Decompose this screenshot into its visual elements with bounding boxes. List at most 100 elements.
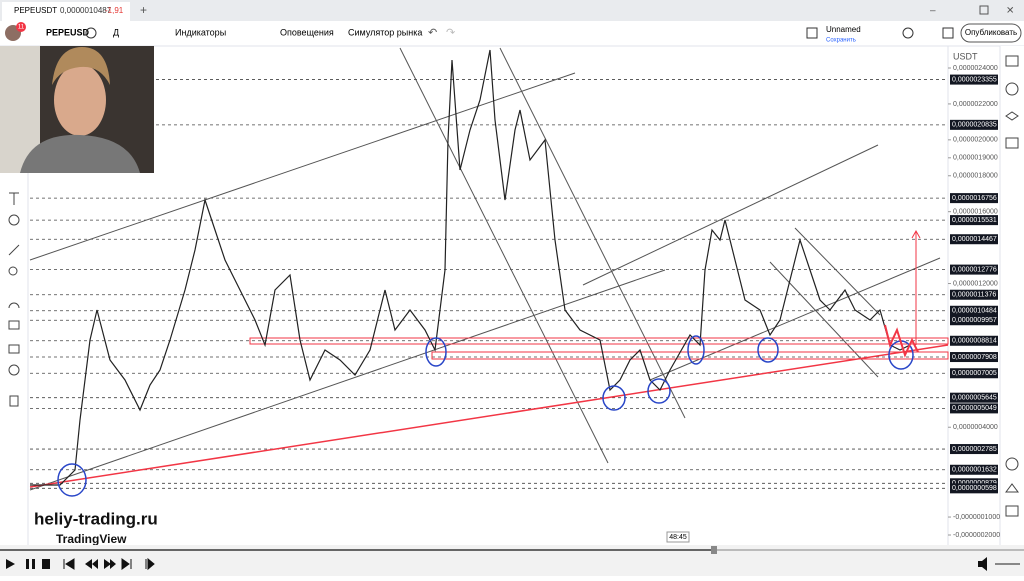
chart-area: USDT 0,0000024000 0,0000023355 0,000002200… <box>30 46 1000 545</box>
window-min[interactable]: – <box>930 6 936 17</box>
stop-button[interactable] <box>42 559 50 569</box>
layout-name[interactable]: Unnamed <box>826 25 861 34</box>
player-controls <box>6 557 1020 571</box>
price-label: 0,0000024000 <box>953 65 998 72</box>
price-label: 0,0000012776 <box>952 266 997 273</box>
level-box <box>950 234 998 245</box>
time-label-box <box>666 531 690 543</box>
price-label: 0,0000012000 <box>953 280 998 287</box>
price-label: 0,0000016000 <box>953 209 998 216</box>
indicators[interactable]: Индикаторы <box>175 27 226 37</box>
visibility-tool[interactable] <box>8 364 20 376</box>
save[interactable]: Сохранить <box>826 38 856 44</box>
camera[interactable] <box>942 27 954 39</box>
zone <box>249 337 949 345</box>
crosshair-time: 48:45 <box>669 534 687 541</box>
trend-line <box>499 47 686 419</box>
level-box <box>950 315 998 326</box>
price-label: 0,0000001632 <box>952 467 997 474</box>
level-box <box>950 119 998 130</box>
level-box <box>950 264 998 275</box>
ideas[interactable] <box>1005 483 1019 493</box>
text-tool[interactable] <box>9 192 19 205</box>
chat[interactable] <box>1005 137 1019 149</box>
badge-count: 11 <box>18 25 25 31</box>
delete-tool[interactable] <box>9 395 19 407</box>
tab-title: PEPEUSDT <box>14 6 57 15</box>
level-box <box>950 478 998 489</box>
level-box <box>950 305 998 316</box>
volume-button[interactable] <box>978 557 987 571</box>
watermark-site: heliy-trading.ru <box>34 509 158 528</box>
level-box <box>950 352 998 363</box>
layers[interactable] <box>1005 111 1019 121</box>
price-label: 0,0000011376 <box>952 292 996 299</box>
support-line <box>29 344 949 488</box>
level-box <box>950 74 998 85</box>
compare[interactable] <box>85 27 97 39</box>
price-label: 0,0000010484 <box>952 308 997 315</box>
layout-icon[interactable] <box>806 27 818 39</box>
drawings <box>29 47 949 497</box>
calendar[interactable] <box>1005 505 1019 517</box>
rewind-button[interactable] <box>85 559 98 569</box>
level-box <box>950 215 998 226</box>
watermark-brand: TradingView <box>56 532 127 546</box>
circle <box>57 463 87 497</box>
level-box <box>950 335 998 346</box>
price-label: 0,0000019000 <box>953 155 998 162</box>
lock-tool[interactable] <box>8 344 20 354</box>
price-label: 0,0000020000 <box>953 137 998 144</box>
price-label: 0,0000008814 <box>952 338 997 345</box>
alerts-panel[interactable] <box>1005 82 1019 96</box>
prev-button[interactable] <box>63 558 75 570</box>
watchlist[interactable] <box>1005 55 1019 67</box>
target[interactable] <box>1005 457 1019 471</box>
trend-line <box>29 269 666 491</box>
window-close[interactable]: ✕ <box>1006 6 1014 17</box>
price-label: -0,0000001000 <box>953 514 1000 521</box>
zoom-tool[interactable] <box>8 266 18 276</box>
price-label: 0,0000005645 <box>952 395 997 402</box>
price-label: 0,0000000598 <box>952 485 997 492</box>
magnet-tool[interactable] <box>8 302 20 309</box>
new-tab[interactable]: + <box>140 3 147 17</box>
frame-button[interactable] <box>145 557 155 571</box>
level-box <box>950 483 998 494</box>
circle <box>425 337 447 367</box>
window-max[interactable] <box>979 5 989 15</box>
webcam-shoulders <box>20 134 140 173</box>
next-button[interactable] <box>121 558 132 570</box>
level-box <box>950 444 998 455</box>
trend-lines <box>29 47 941 491</box>
webcam-hair <box>52 47 110 85</box>
progress-handle[interactable] <box>711 546 717 554</box>
level-box <box>950 289 998 300</box>
trend-line <box>794 227 881 316</box>
price-label: 0,0000018000 <box>953 173 998 180</box>
redo[interactable]: ↷ <box>446 27 455 39</box>
undo[interactable]: ↶ <box>428 27 437 39</box>
price-label: 0,0000023355 <box>952 76 997 83</box>
price-label: 0,0000009957 <box>952 317 997 324</box>
pause-button[interactable] <box>26 559 35 569</box>
volume-slider[interactable] <box>995 563 1020 565</box>
tab[interactable] <box>2 2 130 21</box>
forward-button[interactable] <box>104 559 116 569</box>
interval[interactable]: Д <box>113 27 119 37</box>
target-arrow <box>911 229 921 345</box>
emoji-tool[interactable] <box>8 214 20 226</box>
price-label: 0,0000007908 <box>952 354 997 361</box>
trend-line <box>399 47 609 464</box>
play-button[interactable] <box>6 559 15 569</box>
settings[interactable] <box>902 27 914 39</box>
level-box <box>950 403 998 414</box>
symbol[interactable]: PEPEUSD <box>46 27 90 37</box>
lock-draw[interactable] <box>8 320 20 330</box>
replay[interactable]: Симулятор рынка <box>348 27 422 37</box>
trend-line <box>649 257 941 381</box>
ruler-tool[interactable] <box>8 244 20 256</box>
publish-button[interactable] <box>960 23 1022 43</box>
alerts[interactable]: Оповещения <box>280 27 334 37</box>
